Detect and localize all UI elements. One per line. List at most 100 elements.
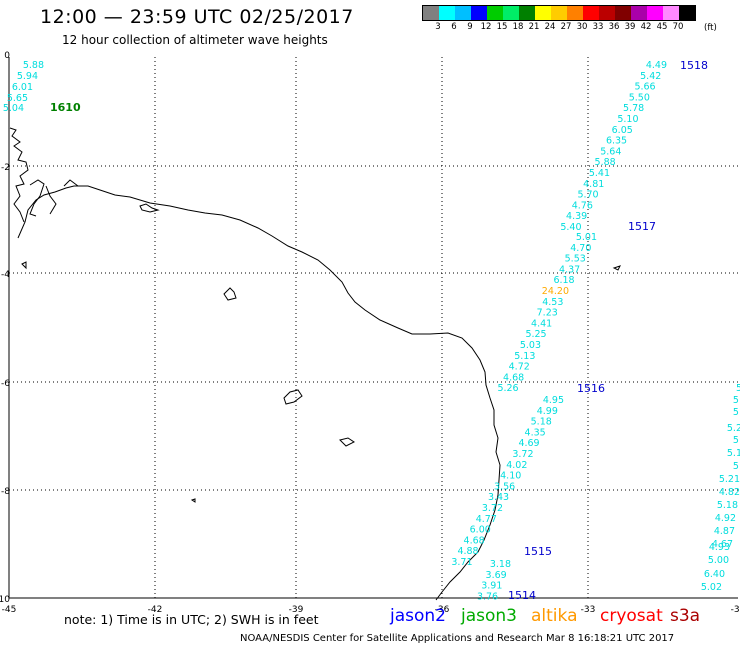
wave-height-label: 5.02 xyxy=(701,582,722,593)
wave-height-label: 5.25 xyxy=(525,329,546,340)
legend-swatch xyxy=(423,6,439,20)
legend-label: 6 xyxy=(451,22,457,32)
island-c xyxy=(283,389,303,405)
wave-height-label: 5.64 xyxy=(600,146,621,157)
legend-label: 42 xyxy=(640,22,652,32)
wave-height-label: 4.68 xyxy=(503,372,524,383)
wave-height-label: 4.76 xyxy=(572,200,593,211)
legend-swatches xyxy=(422,5,696,21)
wave-height-label: 4.88 xyxy=(457,546,478,557)
wave-height-label: 5.18 xyxy=(531,417,552,428)
legend-label: 27 xyxy=(560,22,572,32)
wave-height-label: 3.72 xyxy=(482,503,503,514)
axis-tick-labels: -45 -42 -39 -36 -33 -30 0 -2 -4 -6 -8 -10 xyxy=(0,51,740,615)
latitude-tick-label: -6 xyxy=(1,379,10,389)
legend-label: 36 xyxy=(608,22,620,32)
wave-height-label: 5.42 xyxy=(640,71,661,82)
island-g xyxy=(190,498,196,503)
legend-unit: (ft) xyxy=(704,23,717,33)
legend-label: 18 xyxy=(512,22,524,32)
island-a xyxy=(139,203,160,213)
legend-swatch xyxy=(615,6,631,20)
coastline-north-islands xyxy=(9,127,79,223)
legend-labels: 3 6 9 12 15 18 21 24 27 30 33 36 39 42 45 70 xyxy=(422,22,696,32)
wave-height-label: 5.53 xyxy=(565,254,586,265)
wave-height-label: 5.00 xyxy=(708,555,729,566)
longitude-tick-label: -33 xyxy=(581,605,596,615)
wave-height-label: 4.99 xyxy=(537,406,558,417)
track-id-label: 1610 xyxy=(50,101,81,114)
legend-label: 33 xyxy=(592,22,604,32)
legend-swatch xyxy=(487,6,503,20)
track-id-label: 1514 xyxy=(508,589,536,602)
legend-label: 12 xyxy=(480,22,492,32)
satellite-jason3: jason3 xyxy=(461,606,517,626)
satellite-altika: altika xyxy=(531,606,578,626)
wave-height-label: 5. xyxy=(733,395,740,406)
credit-footer: NOAA/NESDIS Center for Satellite Applica… xyxy=(240,633,675,644)
legend-label: 30 xyxy=(576,22,588,32)
latitude-tick-label: -4 xyxy=(1,270,10,280)
wave-height-label: 5.78 xyxy=(623,103,644,114)
wave-height-label: 3.69 xyxy=(486,570,507,581)
wave-height-label: 4.68 xyxy=(464,535,485,546)
longitude-tick-label: -45 xyxy=(2,605,17,615)
legend-swatch xyxy=(631,6,647,20)
wave-height-label: 4.81 xyxy=(583,179,604,190)
legend-swatch xyxy=(519,6,535,20)
wave-height-label: 5.40 xyxy=(560,222,581,233)
wave-height-label: 4.92 xyxy=(715,513,736,524)
wave-height-label: 5.65 xyxy=(7,93,28,104)
wave-height-label: 5.50 xyxy=(629,92,650,103)
wave-height-label: 5. xyxy=(733,461,740,472)
wave-height-label: 5.01 xyxy=(576,232,597,243)
wave-height-label: 3.56 xyxy=(494,481,515,492)
map-title: 12:00 — 23:59 UTC 02/25/2017 xyxy=(40,6,354,28)
wave-height-label: 5.03 xyxy=(520,340,541,351)
wave-height-label: 5.04 xyxy=(3,103,24,114)
wave-height-label: 4.95 xyxy=(543,395,564,406)
wave-height-label: 4.93 xyxy=(709,542,730,553)
legend-label: 9 xyxy=(467,22,473,32)
legend-swatch xyxy=(439,6,455,20)
legend-swatch xyxy=(503,6,519,20)
island-e xyxy=(21,261,27,270)
wave-height-label: 3.76 xyxy=(477,591,498,602)
wave-height-label: 6.00 xyxy=(470,525,491,536)
wave-height-label: 5. xyxy=(733,407,740,418)
wave-height-label: 4.69 xyxy=(518,438,539,449)
wave-height-label: 4.41 xyxy=(531,318,552,329)
wave-height-label: 4.49 xyxy=(646,60,667,71)
longitude-tick-label: -36 xyxy=(435,605,450,615)
wave-height-label: 5.18 xyxy=(717,500,738,511)
legend-swatch xyxy=(535,6,551,20)
wave-height-label: 5 xyxy=(736,383,740,394)
wave-height-label: 6.18 xyxy=(553,275,574,286)
wave-height-label: 3.91 xyxy=(481,581,502,592)
track-id-label: 1515 xyxy=(524,545,552,558)
wave-height-label: 4.82 xyxy=(719,487,740,498)
island-f xyxy=(612,265,621,271)
legend-swatch xyxy=(455,6,471,20)
track-id-label: 1518 xyxy=(680,59,708,72)
wave-height-label: 3.18 xyxy=(490,559,511,570)
wave-height-label: 5.66 xyxy=(634,82,655,93)
wave-height-label: 24.20 xyxy=(542,286,569,297)
wave-height-label: 4.87 xyxy=(714,526,735,537)
wave-height-label: 5.70 xyxy=(577,190,598,201)
wave-height-label: 6.35 xyxy=(606,136,627,147)
wave-height-label: 4.67 xyxy=(712,539,733,550)
legend-label: 3 xyxy=(435,22,441,32)
wave-height-label: 3.72 xyxy=(512,449,533,460)
wave-height-label: 6.05 xyxy=(612,125,633,136)
legend-swatch xyxy=(567,6,583,20)
map-grid xyxy=(8,57,738,599)
wave-height-label: 4.70 xyxy=(570,243,591,254)
wave-height-label: 4.10 xyxy=(500,471,521,482)
wave-height-label: 5. xyxy=(733,435,740,446)
satellite-s3a: s3a xyxy=(670,606,701,626)
wave-height-label: 5.88 xyxy=(23,60,44,71)
wave-height-label: 6.01 xyxy=(12,82,33,93)
wave-height-label: 5.2 xyxy=(727,423,740,434)
